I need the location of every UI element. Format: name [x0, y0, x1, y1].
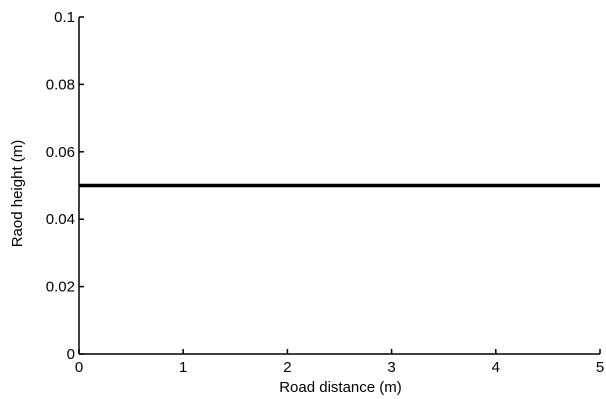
y-tick-label: 0.06: [46, 144, 75, 161]
x-tick-label: 5: [596, 359, 604, 376]
y-tick-label: 0.08: [46, 76, 75, 93]
x-tick-label: 4: [492, 359, 500, 376]
x-tick-label: 2: [283, 359, 291, 376]
x-tick-label: 0: [75, 359, 83, 376]
x-tick-label: 1: [179, 359, 187, 376]
y-tick-label: 0: [67, 346, 75, 363]
y-tick-label: 0.04: [46, 211, 75, 228]
y-axis-label: Raod height (m): [9, 140, 26, 248]
y-ticks: 0 0.02 0.04 0.06 0.08 0.1: [46, 9, 84, 363]
x-axis-label: Road distance (m): [279, 379, 402, 396]
y-tick-label: 0.02: [46, 279, 75, 296]
x-tick-label: 3: [387, 359, 395, 376]
x-ticks: 0 1 2 3 4 5: [75, 349, 604, 376]
y-tick-label: 0.1: [54, 9, 75, 26]
